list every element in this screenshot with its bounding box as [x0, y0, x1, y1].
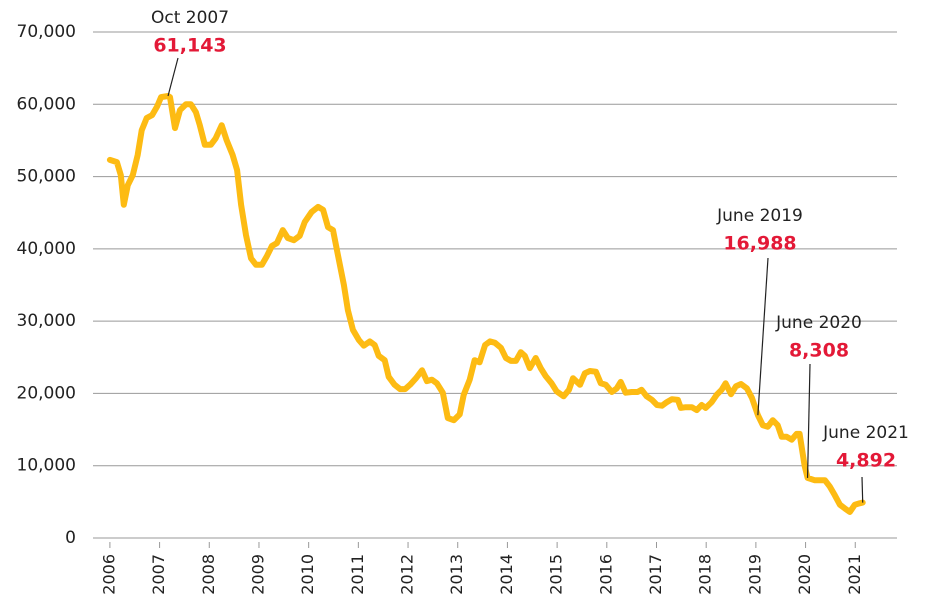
annotation-value: 8,308 [789, 340, 849, 362]
leader-line [757, 257, 769, 416]
y-tick-label: 30,000 [17, 311, 76, 331]
y-tick-label: 60,000 [17, 94, 76, 114]
x-tick-label: 2017 [646, 554, 665, 595]
annotation-label: June 2021 [822, 423, 909, 443]
y-tick-label: 20,000 [17, 383, 76, 403]
annotation-label: Oct 2007 [151, 8, 229, 28]
x-tick-label: 2008 [199, 554, 218, 595]
x-tick-label: 2009 [248, 554, 267, 595]
data-line [106, 93, 866, 515]
y-tick-label: 70,000 [17, 22, 76, 42]
leader-line [861, 476, 864, 503]
x-tick-label: 2014 [497, 554, 516, 595]
x-tick-label: 2019 [745, 554, 764, 595]
x-tick-label: 2018 [696, 554, 715, 595]
x-tick-label: 2010 [298, 554, 317, 595]
x-tick-label: 2007 [149, 554, 168, 595]
annotation-value: 61,143 [153, 35, 226, 57]
y-tick-label: 50,000 [17, 167, 76, 187]
annotation-value: 4,892 [836, 450, 896, 472]
x-tick-label: 2006 [99, 554, 118, 595]
x-tick-label: 2013 [447, 554, 466, 595]
x-tick-label: 2012 [398, 554, 417, 595]
leader-line [806, 363, 811, 478]
annotation-label: June 2019 [716, 206, 803, 226]
x-tick-label: 2015 [547, 554, 566, 595]
y-tick-label: 40,000 [17, 239, 76, 259]
x-tick-label: 2020 [795, 554, 814, 595]
annotation-value: 16,988 [723, 233, 796, 255]
x-tick-label: 2016 [596, 554, 615, 595]
leader-line [167, 57, 179, 97]
x-tick-label: 2021 [845, 554, 864, 595]
annotation-label: June 2020 [775, 313, 862, 333]
y-tick-label: 0 [65, 528, 76, 548]
x-tick-label: 2011 [348, 554, 367, 595]
y-tick-label: 10,000 [17, 456, 76, 476]
